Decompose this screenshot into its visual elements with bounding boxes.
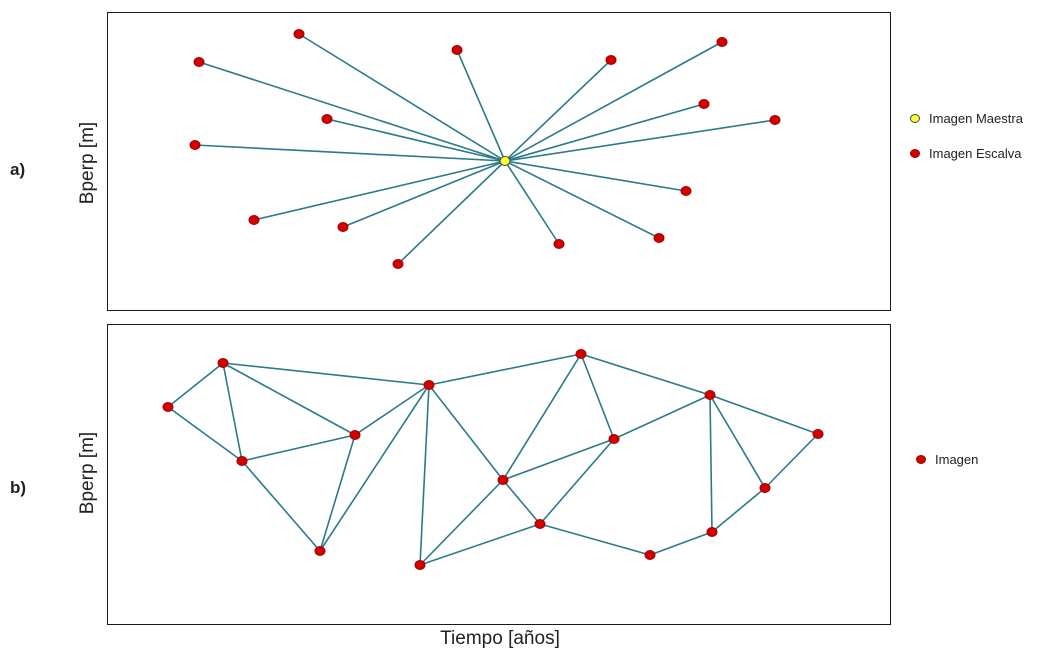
- image-node-12: [706, 527, 718, 537]
- edges-b: [167, 353, 819, 566]
- edges-a: [194, 33, 776, 265]
- x-axis-label: Tiempo [años]: [440, 628, 560, 649]
- nodes-a: [189, 29, 781, 269]
- edge-a-7: [504, 119, 776, 162]
- slave-node-4: [193, 57, 205, 67]
- image-node-6: [608, 434, 620, 444]
- edge-b-27: [764, 433, 819, 489]
- edge-a-9: [504, 160, 687, 192]
- slave-node-11: [337, 222, 349, 232]
- edge-b-14: [580, 353, 615, 440]
- slave-node-7: [769, 115, 781, 125]
- edge-a-3: [504, 41, 723, 162]
- edge-a-5: [326, 118, 506, 162]
- legend-master-text: Imagen Maestra: [929, 111, 1023, 126]
- edge-b-17: [613, 394, 711, 440]
- nodes-b: [162, 349, 824, 570]
- edge-b-26: [709, 394, 766, 489]
- slave-node-8: [189, 140, 201, 150]
- image-dot-icon: [916, 455, 926, 464]
- edge-b-13: [502, 353, 582, 481]
- edge-a-14: [504, 160, 660, 239]
- slave-dot-icon: [910, 149, 920, 158]
- edge-b-19: [502, 479, 541, 525]
- edge-b-24: [709, 394, 713, 533]
- image-node-7: [497, 475, 509, 485]
- edge-b-10: [419, 384, 430, 566]
- edge-b-23: [649, 531, 713, 556]
- panel-a-ylabel: Bperp [m]: [77, 121, 98, 205]
- panel-a-label: a): [10, 160, 26, 179]
- legend-image: Imagen: [916, 452, 978, 467]
- panel-b-ylabel: Bperp [m]: [77, 431, 98, 515]
- edge-a-10: [253, 160, 506, 221]
- edge-a-8: [194, 144, 506, 162]
- edge-b-8: [319, 434, 356, 552]
- edge-b-0: [167, 362, 224, 408]
- slave-node-9: [680, 186, 692, 196]
- image-node-0: [162, 402, 174, 412]
- legend-master-image: Imagen Maestra: [910, 111, 1023, 126]
- edge-b-16: [502, 438, 615, 481]
- panel-a-frame: [107, 12, 891, 311]
- edge-b-21: [419, 523, 541, 566]
- edge-b-9: [319, 384, 430, 552]
- edge-a-0: [298, 33, 506, 162]
- edge-a-11: [342, 160, 506, 228]
- edge-b-3: [222, 362, 356, 436]
- image-node-14: [812, 429, 824, 439]
- edge-b-15: [580, 353, 711, 396]
- image-node-1: [217, 358, 229, 368]
- edge-a-13: [504, 160, 560, 245]
- edge-a-6: [504, 103, 705, 162]
- slave-node-0: [293, 29, 305, 39]
- edge-b-5: [241, 434, 356, 462]
- edge-a-2: [504, 59, 612, 162]
- slave-node-3: [716, 37, 728, 47]
- edge-b-25: [711, 487, 766, 533]
- image-node-8: [534, 519, 546, 529]
- edge-a-12: [397, 160, 506, 265]
- image-node-11: [644, 550, 656, 560]
- slave-node-1: [451, 45, 463, 55]
- edge-b-22: [539, 523, 651, 556]
- image-node-9: [314, 546, 326, 556]
- master-dot-icon: [910, 114, 920, 123]
- edge-b-1: [167, 406, 243, 462]
- image-node-10: [414, 560, 426, 570]
- legend-slave-image: Imagen Escalva: [910, 146, 1022, 161]
- edge-a-1: [456, 49, 506, 162]
- image-node-3: [349, 430, 361, 440]
- panel-b-label: b): [10, 478, 27, 497]
- edge-b-2: [222, 362, 243, 462]
- image-node-4: [423, 380, 435, 390]
- edge-b-20: [539, 438, 615, 525]
- edge-b-18: [419, 479, 504, 566]
- master-node: [499, 156, 511, 166]
- edge-a-4: [198, 61, 506, 162]
- slave-node-6: [698, 99, 710, 109]
- image-node-13: [759, 483, 771, 493]
- edge-b-6: [241, 460, 321, 552]
- legend-image-text: Imagen: [935, 452, 979, 467]
- slave-node-12: [392, 259, 404, 269]
- image-node-2: [236, 456, 248, 466]
- edge-b-28: [709, 394, 819, 435]
- slave-node-2: [605, 55, 617, 65]
- image-node-5: [575, 349, 587, 359]
- edge-b-11: [428, 384, 504, 481]
- edge-b-12: [428, 353, 582, 386]
- slave-node-10: [248, 215, 260, 225]
- slave-node-13: [553, 239, 565, 249]
- slave-node-5: [321, 114, 333, 124]
- image-node-15: [704, 390, 716, 400]
- edge-b-7: [354, 384, 430, 436]
- slave-node-14: [653, 233, 665, 243]
- legend-slave-text: Imagen Escalva: [929, 146, 1022, 161]
- edge-b-4: [222, 362, 430, 386]
